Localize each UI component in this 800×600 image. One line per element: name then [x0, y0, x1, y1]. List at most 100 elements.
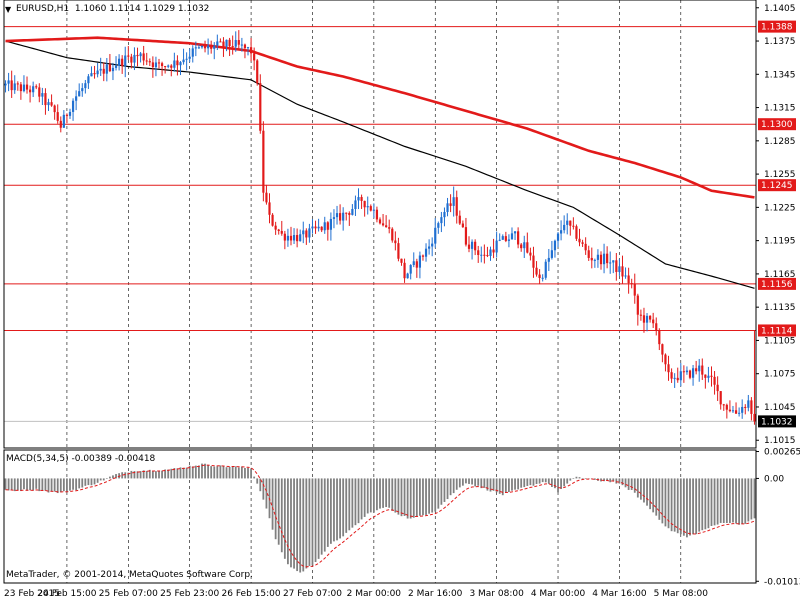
macd-histogram-bar	[428, 478, 431, 514]
macd-histogram-bar	[50, 478, 53, 492]
macd-histogram-bar	[188, 465, 191, 479]
dropdown-arrow-icon[interactable]: ▼	[5, 5, 12, 14]
macd-histogram-bar	[667, 478, 670, 529]
macd-histogram-bar	[563, 478, 566, 487]
macd-histogram-bar	[550, 478, 553, 487]
candle-body	[544, 261, 547, 278]
candle-body	[458, 215, 461, 224]
candle-body	[176, 60, 179, 66]
candle-body	[621, 266, 624, 277]
candle-body	[93, 73, 96, 75]
candle-body	[338, 213, 342, 221]
macd-histogram-bar	[744, 478, 747, 524]
macd-histogram-bar	[84, 478, 87, 486]
candle-body	[547, 257, 550, 262]
candle-body	[467, 244, 471, 249]
macd-histogram-bar	[486, 478, 489, 491]
macd-histogram-bar	[78, 478, 81, 489]
macd-histogram-bar	[419, 478, 421, 516]
macd-histogram-bar	[244, 467, 246, 479]
candle-body	[62, 114, 65, 128]
time-axis-label: 2 Mar 00:00	[347, 589, 402, 599]
candle-body	[35, 86, 38, 88]
candle-body	[443, 211, 446, 218]
candle-body	[676, 377, 679, 381]
time-axis-label: 25 Feb 07:00	[99, 589, 158, 599]
candle-body	[535, 267, 538, 275]
macd-histogram-bar	[62, 478, 65, 492]
macd-histogram-bar	[302, 478, 305, 572]
macd-histogram-bar	[326, 478, 329, 547]
macd-histogram-bar	[161, 470, 163, 479]
macd-histogram-bar	[47, 478, 50, 493]
candle-body	[22, 84, 26, 92]
macd-histogram-bar	[222, 466, 225, 479]
candle-body	[363, 200, 366, 208]
price-tick-label: 1.1045	[764, 403, 796, 413]
macd-histogram-bar	[511, 478, 513, 491]
price-tick-label: 1.1285	[764, 137, 796, 147]
price-tick-label: 1.1105	[764, 336, 796, 346]
candle-body	[550, 250, 553, 258]
candle-body	[50, 102, 53, 106]
candle-body	[127, 55, 130, 57]
candle-body	[569, 220, 572, 226]
candle-body	[747, 400, 750, 408]
candle-body	[624, 275, 627, 277]
level-label: 1.1156	[761, 280, 793, 290]
candle-body	[207, 45, 210, 49]
macd-histogram-bar	[191, 466, 194, 479]
macd-histogram-bar	[339, 478, 341, 539]
candle-body	[38, 87, 41, 97]
candle-body	[151, 62, 154, 68]
candle-body	[618, 266, 621, 272]
macd-histogram-bar	[179, 467, 182, 479]
macd-histogram-bar	[474, 478, 477, 487]
macd-histogram-bar	[701, 478, 704, 531]
candle-body	[553, 240, 557, 251]
macd-histogram-bar	[495, 478, 498, 493]
macd-histogram-bar	[336, 478, 338, 541]
macd-histogram-bar	[234, 466, 237, 479]
candle-body	[292, 235, 296, 241]
level-label-box	[758, 277, 796, 290]
macd-histogram-bar	[434, 478, 437, 512]
candle-body	[96, 70, 99, 75]
horizontal-levels[interactable]: 1.1388 1.1300 1.1245 1.1156 1.1114 1.1032	[4, 20, 796, 428]
candle-body	[661, 344, 664, 355]
candle-body	[498, 239, 501, 241]
macd-histogram-bar	[422, 478, 424, 516]
macd-histogram-bar	[7, 478, 10, 491]
macd-tick-label: -0.01013	[764, 577, 800, 587]
candle-body	[311, 226, 314, 229]
candle-body	[216, 41, 219, 46]
macd-histogram-bar	[124, 472, 127, 479]
time-axis-label: 25 Feb 23:00	[160, 589, 219, 599]
candle-body	[262, 130, 265, 193]
macd-histogram-bar	[406, 478, 409, 519]
candle-body	[507, 239, 511, 241]
candle-body	[673, 377, 676, 379]
candle-body	[59, 120, 62, 128]
candle-body	[477, 250, 480, 255]
macd-histogram-bar	[66, 478, 68, 493]
candle-body	[323, 222, 326, 231]
candle-body	[99, 68, 102, 71]
candle-body	[584, 243, 587, 251]
candle-body	[342, 212, 345, 221]
price-tick-label: 1.1165	[764, 270, 796, 280]
macd-histogram-bar	[707, 478, 710, 529]
macd-histogram-bar	[437, 478, 440, 509]
macd-histogram-bar	[127, 472, 130, 479]
candle-body	[649, 315, 652, 320]
macd-histogram-bar	[173, 468, 176, 479]
macd-histogram-bar	[290, 478, 292, 568]
macd-histogram-bar	[465, 478, 467, 484]
candle-body	[630, 283, 633, 285]
main-panel-frame	[3, 0, 757, 449]
macd-histogram-bar	[664, 478, 667, 527]
macd-histogram-bar	[53, 478, 56, 492]
macd-histogram-bar	[618, 478, 621, 484]
macd-histogram-bar	[636, 478, 639, 498]
